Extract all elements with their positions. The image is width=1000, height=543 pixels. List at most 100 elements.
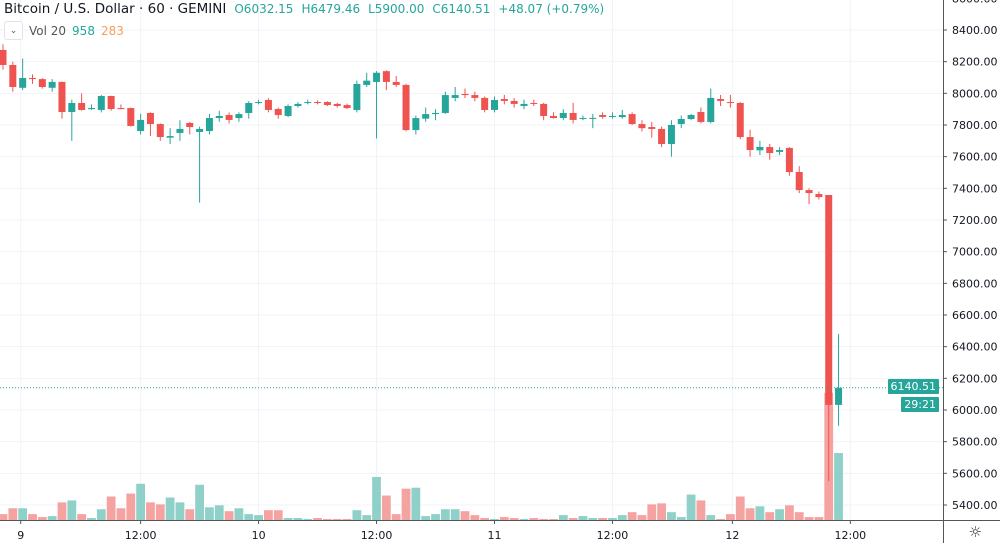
price-tick-label: 7000.00 (952, 246, 998, 259)
volume-bar (126, 493, 136, 520)
candle-body (343, 105, 351, 109)
volume-bar (460, 511, 470, 520)
price-tick-label: 7400.00 (952, 182, 998, 195)
candle-body (608, 115, 616, 117)
volume-bar (293, 518, 303, 520)
candle-body (766, 147, 774, 154)
candle-body (589, 117, 597, 119)
candle-body (146, 112, 154, 125)
volume-bar (332, 519, 342, 520)
volume-bar (726, 514, 735, 520)
symbol-legend: Bitcoin / U.S. Dollar · 60 · GEMINI O603… (4, 1, 604, 17)
candle-body (549, 115, 557, 119)
candle-body (530, 102, 538, 104)
candle-body (569, 112, 577, 120)
candle-body (451, 95, 459, 98)
candle-body (441, 95, 449, 113)
time-tick-label: 12 (725, 529, 739, 542)
candle-body (28, 77, 36, 80)
candle-body (215, 115, 223, 119)
volume-bar (421, 516, 431, 520)
candle-body (196, 128, 204, 132)
volume-bar (735, 496, 745, 520)
candle-body (97, 96, 105, 110)
price-tick-label: 5800.00 (952, 436, 998, 449)
candle-body (461, 93, 469, 96)
volume-bar (322, 519, 332, 520)
candle-body (48, 81, 56, 88)
volume-bar (283, 518, 293, 520)
candle-body (726, 102, 734, 104)
volume-bar (77, 514, 87, 520)
candle-body (422, 114, 430, 119)
volume-bar (608, 518, 617, 520)
volume-bar (686, 494, 696, 520)
candle-body (599, 115, 607, 117)
change-value: +48.07 (+0.79%) (498, 2, 605, 16)
volume-bar (352, 510, 362, 520)
price-tick-label: 6200.00 (952, 372, 998, 385)
volume-bar (146, 502, 155, 520)
price-tick-label: 8000.00 (952, 87, 998, 100)
volume-bar (480, 518, 490, 520)
time-tick-label: 10 (252, 529, 266, 542)
candle-body (382, 71, 390, 82)
candle-body (392, 81, 400, 85)
candle-body (815, 194, 823, 198)
volume-bar (214, 505, 224, 520)
candle-body (353, 83, 361, 110)
volume-bar (450, 509, 460, 520)
volume-ma-value: 283 (100, 23, 124, 38)
volume-bar (716, 519, 725, 520)
volume-bar (37, 517, 47, 520)
candle-body (117, 108, 125, 110)
volume-bar (195, 484, 204, 520)
volume-bar (775, 509, 784, 520)
candle-body (687, 115, 695, 119)
chevron-down-icon[interactable]: ⌄ (4, 21, 23, 40)
volume-bar (47, 516, 57, 520)
volume-legend: ⌄ Vol 20 958 283 (4, 21, 124, 40)
candle-body (314, 102, 322, 104)
candle-body (137, 119, 145, 132)
price-tick-label: 8400.00 (952, 24, 998, 37)
volume-bar (578, 516, 588, 520)
volume-bar (804, 517, 814, 520)
candle-body (540, 103, 548, 116)
candle-body (264, 99, 272, 110)
candle-body (176, 128, 184, 133)
candle-body (294, 103, 302, 106)
volume-bar (529, 518, 539, 520)
price-tick-label: 7800.00 (952, 119, 998, 132)
candle-body (628, 114, 636, 125)
time-tick-label: 12:00 (834, 529, 866, 542)
volume-bar (676, 517, 686, 520)
price-tick-label: 6000.00 (952, 404, 998, 417)
volume-bar (205, 507, 214, 520)
candle-body (235, 114, 243, 119)
volume-label[interactable]: Vol 20 (29, 23, 67, 38)
settings-gear-icon[interactable]: ☼ (968, 523, 982, 541)
candle-body (638, 124, 646, 129)
volume-bar (499, 517, 509, 520)
volume-bar (372, 476, 381, 520)
candle-body (510, 100, 518, 104)
candle-body (9, 64, 17, 87)
low-value: L5900.00 (368, 2, 425, 16)
symbol-title[interactable]: Bitcoin / U.S. Dollar · 60 · GEMINI (4, 1, 227, 17)
candle-body (491, 99, 498, 110)
volume-value: 958 (72, 23, 95, 38)
volume-bar (588, 518, 598, 520)
price-tick-label: 8200.00 (952, 56, 998, 69)
candle-body (707, 97, 715, 122)
volume-bar (617, 515, 627, 520)
volume-bar (254, 515, 263, 520)
price-tick-label: 6400.00 (952, 341, 998, 354)
volume-bar (637, 515, 647, 520)
time-tick-label: 12:00 (125, 529, 157, 542)
candle-body (284, 105, 292, 116)
volume-bar (273, 510, 283, 520)
candle-body (717, 99, 725, 101)
high-value: H6479.46 (301, 2, 361, 16)
